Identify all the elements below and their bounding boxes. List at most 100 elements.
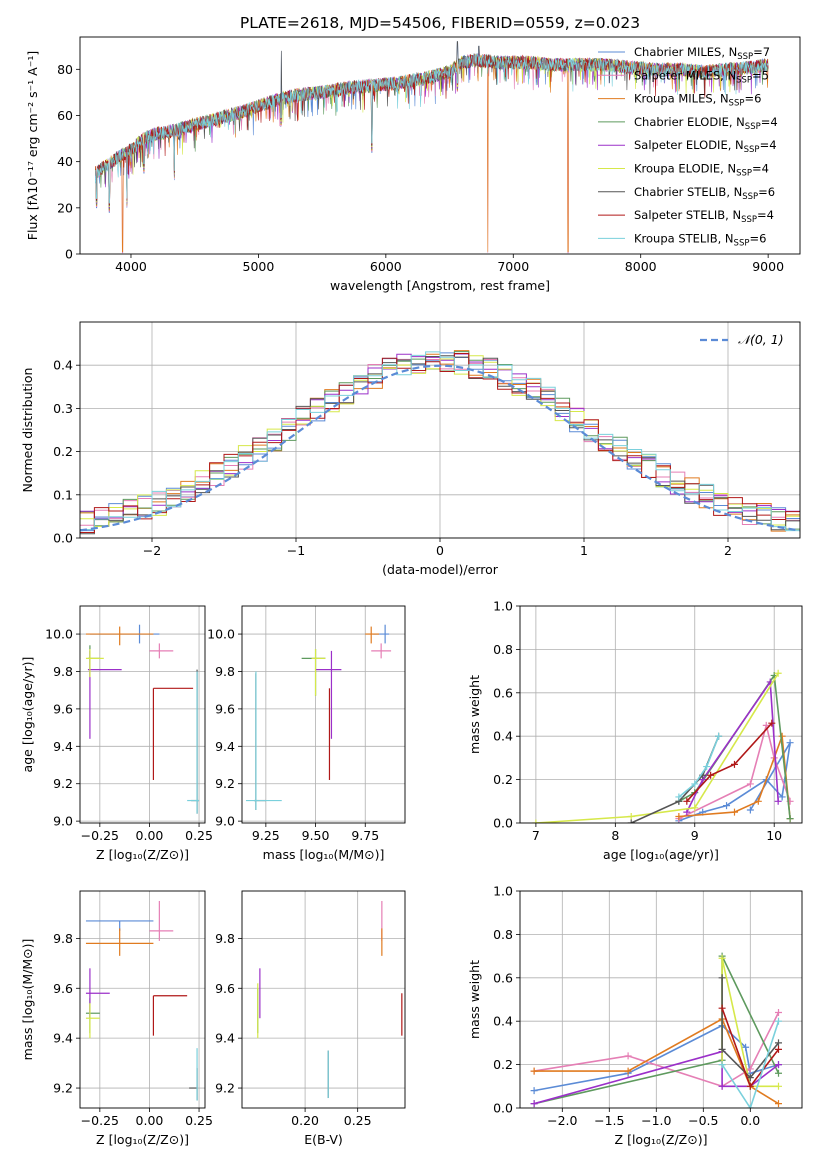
x-tick-label: −1.5 [594,1113,624,1128]
massweight-point [675,793,683,801]
plot-area-mass_vs_Z [80,891,205,1108]
x-axis-label: E(B-V) [304,1132,343,1147]
x-tick-label: −2 [143,543,161,558]
x-axis-label: Z [log₁₀(Z/Z⊙)] [615,1132,708,1147]
legend-label: Kroupa ELODIE, NSSP=4 [634,162,769,179]
y-tick-label: 9.2 [215,776,235,791]
y-tick-label: 60 [57,108,73,123]
massweight-line [721,1020,780,1108]
massweight-point [775,1009,782,1017]
legend-label-n: =6 [758,185,775,199]
massweight-point [730,760,738,768]
legend-label-text: Kroupa ELODIE, N [634,162,736,176]
panel-spectrum: 4000 5000 6000 7000 8000 9000 0 20 40 60 80 wavelen… [25,36,801,293]
massweight-point [627,812,635,820]
y-tick-label: 9.2 [53,1081,73,1096]
y-tick-label: 9.2 [215,1081,235,1096]
axes-frame [79,321,801,539]
massweight-point [718,974,726,982]
y-axis-label: Normed distribution [20,368,35,493]
massweight-point [775,1061,782,1069]
legend-label-text: Chabrier STELIB, N [634,185,742,199]
x-tick-label: 6000 [370,259,402,274]
massweight-point [718,1082,726,1090]
y-tick-label: 9.4 [215,1031,235,1046]
x-tick-label: 7 [532,828,540,843]
y-tick-label: 9.6 [53,981,73,996]
massweight-point [774,797,782,805]
y-tick-label: 0.6 [493,685,513,700]
panel-age_vs_Z: −0.25 0.00 0.25 9.0 9.2 9.4 9.6 9.8 10.0 Z [log₁₀… [20,605,213,862]
y-tick-label: 0.8 [493,927,513,942]
massweight-point [746,1104,754,1108]
y-tick-label: 0.1 [53,487,73,502]
x-axis-label: (data-model)/error [382,562,499,577]
y-axis-label: mass weight [467,675,482,754]
plot-area-age_vs_Z [80,606,205,823]
massweight-point [530,1087,538,1095]
y-tick-label: 0.3 [53,401,73,416]
axes-frame [519,605,803,824]
x-tick-label: −1.0 [641,1113,671,1128]
legend-label-text: Salpeter STELIB, N [634,208,741,222]
massweight-point [718,954,726,962]
massweight-line [686,722,773,802]
legend-label-sub: SSP [734,238,750,248]
massweight-point [675,812,683,820]
legend-label-n: =5 [752,68,769,82]
massweight-line [721,977,780,1079]
axes-frame [79,890,206,1109]
x-tick-label: −0.25 [81,1113,119,1128]
y-tick-label: 1.0 [493,884,513,899]
y-tick-label: 80 [57,62,73,77]
massweight-point [768,719,776,727]
x-tick-label: −0.25 [81,828,119,843]
x-axis-label: Z [log₁₀(Z/Z⊙)] [96,847,189,862]
y-tick-label: 0.0 [493,816,513,831]
legend-label-text: Chabrier MILES, N [634,45,737,59]
legend-label: Kroupa MILES, NSSP=6 [634,92,761,109]
massweight-point [742,1043,750,1051]
legend-label: Salpeter ELODIE, NSSP=4 [634,138,777,155]
y-tick-label: 0.4 [493,1014,513,1029]
plot-area-spectrum [95,41,769,254]
y-tick-label: 0.0 [53,531,73,546]
figure-title: PLATE=2618, MJD=54506, FIBERID=0559, z=0… [240,14,640,32]
x-tick-label: 0.25 [185,1113,213,1128]
y-tick-label: 9.8 [215,664,235,679]
axes-frame [79,605,206,824]
x-axis-label: age [log₁₀(age/yr)] [603,847,719,862]
axes-frame [519,890,803,1109]
y-tick-label: 9.0 [215,814,235,829]
spectrum-line [95,52,769,204]
panel-mass_vs_Z: −0.25 0.00 0.25 9.2 9.4 9.6 9.8 Z [log₁₀(Z/Z⊙)]… [20,890,213,1147]
massweight-point [707,771,715,779]
massweight-point [778,732,786,740]
y-tick-label: 0.0 [493,1101,513,1116]
panel-massweight_vs_Z: −2.0 −1.5 −1.0 −0.5 0.0 0.0 0.2 0.4 0.6 0.8 1.0 Z [… [467,884,803,1147]
x-tick-label: 7000 [497,259,529,274]
y-tick-label: 0 [65,247,73,262]
legend-label-n: =4 [752,162,769,176]
massweight-point [774,669,782,677]
x-tick-label: 0.0 [740,1113,760,1128]
axes-frame [241,890,406,1109]
y-tick-label: 9.4 [215,739,235,754]
axes-frame [79,36,801,255]
massweight-point [730,808,738,816]
massweight-point [746,806,754,814]
massweight-line [686,679,779,813]
massweight-point [718,1045,726,1053]
y-tick-label: 10.0 [45,627,73,642]
massweight-point [746,1082,754,1090]
legend-label-sub: SSP [742,192,758,202]
legend-label-sub: SSP [736,75,752,85]
massweight-point [691,780,699,788]
x-axis-label: wavelength [Angstrom, rest frame] [330,278,550,293]
panel-age_vs_mass: 9.25 9.50 9.75 9.0 9.2 9.4 9.6 9.8 10.0 mass [log… [207,605,406,862]
y-tick-label: 0.8 [493,642,513,657]
panel-massweight_vs_age: 7 8 9 10 0.0 0.2 0.4 0.6 0.8 1.0 age [log₁₀(age/yr… [467,599,803,862]
y-tick-label: 9.8 [53,931,73,946]
massweight-line [535,672,779,823]
